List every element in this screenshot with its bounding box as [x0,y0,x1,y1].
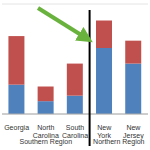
svg-text:Northern Region: Northern Region [93,138,142,146]
svg-text:SouthCarolina: SouthCarolina [62,124,88,139]
svg-text:NewJersey: NewJersey [123,124,142,140]
svg-text:NorthCarolina: NorthCarolina [33,124,59,139]
svg-text:Georgia: Georgia [8,124,29,132]
svg-text:Southern Region: Southern Region [20,138,73,146]
svg-text:NewYork: NewYork [97,124,112,139]
